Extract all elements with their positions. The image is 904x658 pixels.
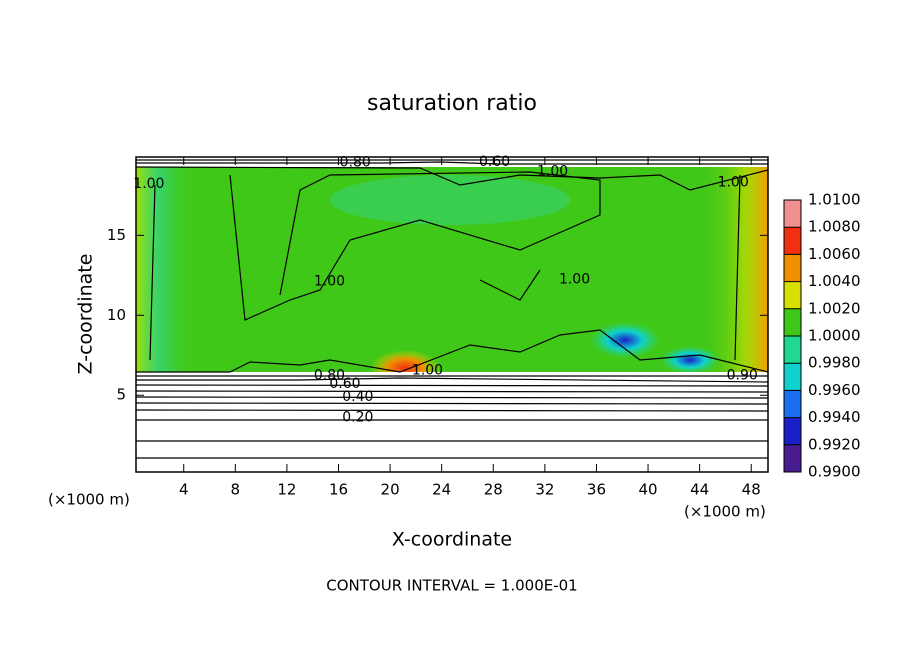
colorbar-band xyxy=(784,390,801,418)
contour-label: 1.00 xyxy=(537,163,568,179)
y-unit: (×1000 m) xyxy=(48,491,130,509)
contour-label: 1.00 xyxy=(412,362,443,378)
colorbar-band xyxy=(784,254,801,282)
colorbar-label: 0.9980 xyxy=(808,354,861,372)
colorbar-band xyxy=(784,308,801,336)
contour-label: 1.00 xyxy=(314,274,345,290)
colorbar-label: 0.9940 xyxy=(808,408,861,426)
colorbar-label: 1.0020 xyxy=(808,299,861,317)
x-tick-label: 40 xyxy=(639,481,658,499)
colorbar-band xyxy=(784,363,801,391)
field xyxy=(136,157,768,472)
colorbar-label: 0.9900 xyxy=(808,463,861,481)
contour-label: 0.80 xyxy=(314,367,345,383)
contour-label: 0.20 xyxy=(342,410,373,426)
x-tick-label: 24 xyxy=(432,481,451,499)
colorbar-band xyxy=(784,336,801,364)
colorbar-label: 1.0100 xyxy=(808,191,861,209)
colorbar-band xyxy=(784,227,801,255)
x-tick-label: 44 xyxy=(690,481,709,499)
colorbar-label: 1.0040 xyxy=(808,272,861,290)
colorbar-label: 0.9920 xyxy=(808,435,861,453)
colorbar-band xyxy=(784,417,801,445)
colorbar-label: 0.9960 xyxy=(808,381,861,399)
y-tick-label: 10 xyxy=(107,306,126,324)
x-tick-label: 36 xyxy=(587,481,606,499)
x-tick-label: 28 xyxy=(484,481,503,499)
x-tick-label: 48 xyxy=(742,481,761,499)
chart-title: saturation ratio xyxy=(367,91,537,116)
contour-label: 1.00 xyxy=(559,271,590,287)
x-tick-label: 32 xyxy=(535,481,554,499)
x-tick-label: 12 xyxy=(277,481,296,499)
y-tick-label: 15 xyxy=(107,226,126,244)
contour-label: 0.90 xyxy=(727,367,758,383)
y-axis-label: Z-coordinate xyxy=(75,254,97,375)
x-unit: (×1000 m) xyxy=(684,503,766,521)
contour-label: 0.60 xyxy=(329,376,360,392)
colorbar-label: 1.0000 xyxy=(808,327,861,345)
contour-label: 0.60 xyxy=(479,154,510,170)
colorbar-label: 1.0080 xyxy=(808,218,861,236)
colorbar-label: 1.0060 xyxy=(808,245,861,263)
contour-label: 1.00 xyxy=(718,175,749,191)
colorbar-band xyxy=(784,281,801,309)
x-tick-label: 4 xyxy=(179,481,189,499)
contour-label: 0.80 xyxy=(340,155,371,171)
contour-label: 1.00 xyxy=(133,176,164,192)
x-tick-label: 8 xyxy=(231,481,241,499)
y-tick-label: 5 xyxy=(116,386,126,404)
x-tick-label: 20 xyxy=(381,481,400,499)
plot-frame xyxy=(135,156,769,473)
x-axis-label: X-coordinate xyxy=(392,529,512,551)
colorbar-band xyxy=(784,444,801,472)
footer: CONTOUR INTERVAL = 1.000E-01 xyxy=(326,577,577,595)
contour-label: 0.40 xyxy=(342,389,373,405)
x-tick-label: 16 xyxy=(329,481,348,499)
colorbar-band xyxy=(784,200,801,228)
